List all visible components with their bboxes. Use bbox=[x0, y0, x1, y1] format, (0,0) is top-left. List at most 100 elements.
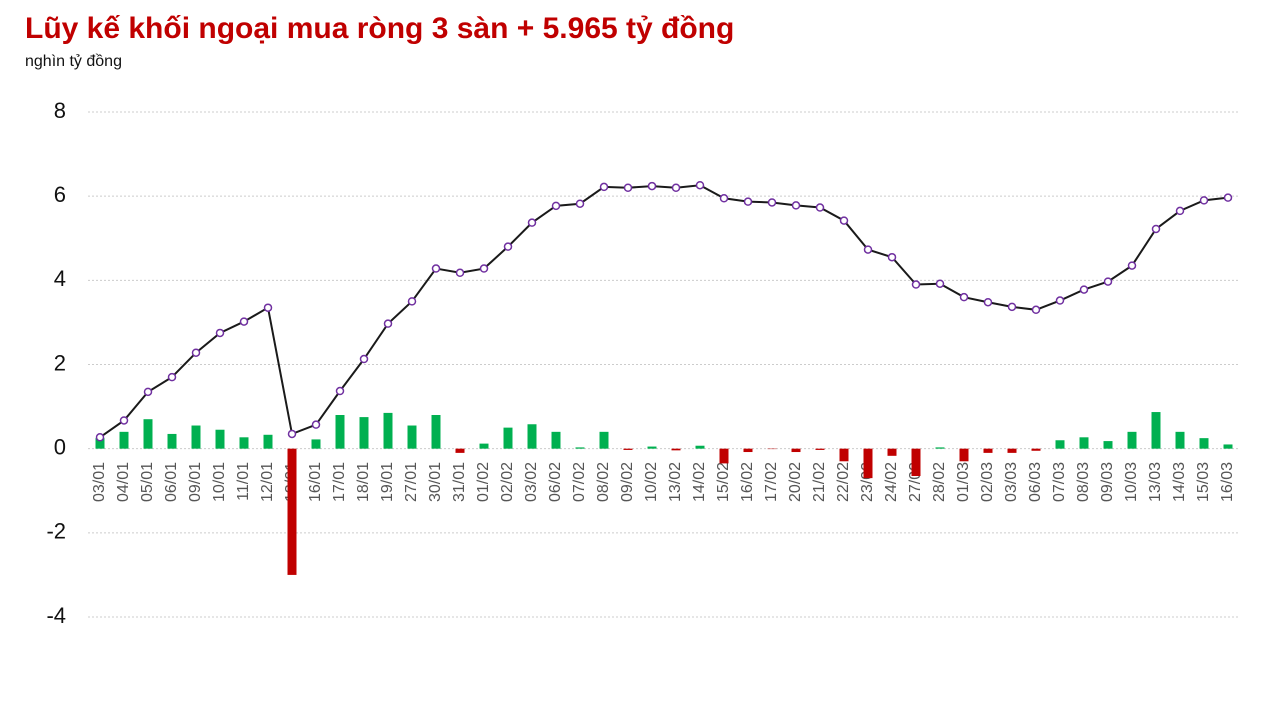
y-tick-label: -2 bbox=[46, 519, 66, 544]
line-marker bbox=[287, 429, 297, 439]
x-tick-label: 04/01 bbox=[115, 462, 132, 502]
bar bbox=[935, 447, 945, 449]
x-tick-label: 06/03 bbox=[1027, 462, 1044, 502]
bar bbox=[383, 412, 393, 449]
x-tick-label: 16/02 bbox=[739, 462, 756, 502]
x-tick-label: 15/03 bbox=[1195, 462, 1212, 502]
line-marker bbox=[167, 372, 177, 382]
bar bbox=[719, 448, 729, 464]
x-tick-label: 09/01 bbox=[187, 462, 204, 502]
line-marker bbox=[95, 433, 105, 442]
line-marker bbox=[335, 386, 345, 396]
x-tick-label: 10/02 bbox=[643, 462, 660, 502]
y-tick-label: 4 bbox=[54, 266, 66, 291]
line-marker bbox=[911, 280, 921, 289]
x-tick-label: 11/01 bbox=[235, 462, 252, 501]
x-tick-label: 28/02 bbox=[931, 462, 948, 502]
bar bbox=[239, 437, 249, 449]
bar bbox=[191, 425, 201, 449]
line-marker bbox=[1007, 302, 1017, 312]
bar bbox=[143, 419, 153, 449]
y-tick-label: 0 bbox=[54, 434, 66, 459]
x-tick-label: 16/01 bbox=[307, 462, 324, 502]
x-tick-label: 31/01 bbox=[451, 462, 468, 502]
bar bbox=[839, 448, 849, 462]
x-tick-label: 27/01 bbox=[403, 462, 420, 502]
bar bbox=[671, 448, 681, 451]
x-tick-label: 17/01 bbox=[331, 462, 348, 502]
chart-subtitle: nghìn tỷ đồng bbox=[25, 53, 122, 70]
line-marker bbox=[119, 416, 129, 425]
bar bbox=[431, 415, 441, 449]
line-marker bbox=[983, 297, 993, 307]
line-marker bbox=[719, 194, 729, 203]
bar bbox=[911, 448, 921, 477]
x-tick-label: 13/03 bbox=[1147, 462, 1164, 502]
bar bbox=[455, 448, 465, 453]
bar bbox=[1127, 431, 1137, 449]
y-tick-label: 8 bbox=[54, 98, 66, 123]
bar bbox=[527, 424, 537, 449]
x-tick-label: 21/02 bbox=[811, 462, 828, 502]
x-tick-label: 17/02 bbox=[763, 462, 780, 502]
x-tick-label: 09/02 bbox=[619, 462, 636, 502]
x-tick-label: 06/01 bbox=[163, 462, 180, 502]
line-marker bbox=[647, 181, 657, 191]
x-tick-label: 10/03 bbox=[1123, 462, 1140, 502]
line-marker bbox=[1175, 206, 1185, 216]
x-tick-label: 14/02 bbox=[691, 462, 708, 502]
x-tick-label: 15/02 bbox=[715, 462, 732, 502]
line-marker bbox=[1199, 196, 1209, 205]
bar bbox=[983, 448, 993, 453]
bar bbox=[863, 448, 873, 479]
line-marker bbox=[1151, 224, 1161, 234]
x-tick-label: 09/03 bbox=[1099, 462, 1116, 502]
x-tick-label: 20/02 bbox=[787, 462, 804, 502]
x-tick-label: 08/02 bbox=[595, 462, 612, 502]
x-tick-label: 10/01 bbox=[211, 462, 228, 502]
bar bbox=[95, 438, 105, 449]
x-tick-label: 06/02 bbox=[547, 462, 564, 502]
line-marker bbox=[407, 297, 417, 306]
x-tick-label: 08/03 bbox=[1075, 462, 1092, 502]
bar bbox=[479, 443, 489, 449]
line-marker bbox=[1079, 285, 1089, 294]
line-marker bbox=[815, 203, 825, 212]
y-tick-label: -4 bbox=[46, 603, 66, 628]
line-marker bbox=[383, 319, 393, 328]
x-tick-label: 05/01 bbox=[139, 462, 156, 502]
x-tick-label: 19/01 bbox=[379, 462, 396, 502]
bar bbox=[815, 448, 825, 450]
line-marker bbox=[935, 279, 945, 288]
line-marker bbox=[1055, 296, 1065, 305]
x-tick-label: 13/02 bbox=[667, 462, 684, 502]
bar bbox=[1031, 448, 1041, 451]
bar bbox=[1223, 444, 1233, 449]
bar bbox=[551, 431, 561, 449]
bar bbox=[959, 448, 969, 462]
x-tick-label: 12/01 bbox=[259, 462, 276, 502]
bar bbox=[287, 448, 297, 575]
bar bbox=[1199, 438, 1209, 449]
y-tick-label: 2 bbox=[54, 350, 66, 375]
line-marker bbox=[455, 268, 465, 278]
line-marker bbox=[839, 216, 849, 225]
x-tick-label: 30/01 bbox=[427, 462, 444, 502]
line-marker bbox=[263, 303, 273, 312]
line-marker bbox=[239, 317, 249, 326]
bar bbox=[1103, 441, 1113, 449]
bar bbox=[743, 448, 753, 453]
chart-title: Lũy kế khối ngoại mua ròng 3 sàn + 5.965… bbox=[25, 12, 734, 45]
bar bbox=[167, 433, 177, 449]
bar bbox=[1055, 440, 1065, 449]
bar bbox=[407, 425, 417, 449]
line-marker bbox=[359, 354, 369, 364]
x-tick-label: 07/02 bbox=[571, 462, 588, 502]
line-marker bbox=[479, 264, 489, 273]
bar bbox=[695, 445, 705, 449]
bar bbox=[647, 446, 657, 449]
line-marker bbox=[887, 252, 897, 262]
x-tick-label: 03/01 bbox=[91, 462, 108, 502]
y-tick-label: 6 bbox=[54, 182, 66, 207]
bar bbox=[1175, 431, 1185, 449]
